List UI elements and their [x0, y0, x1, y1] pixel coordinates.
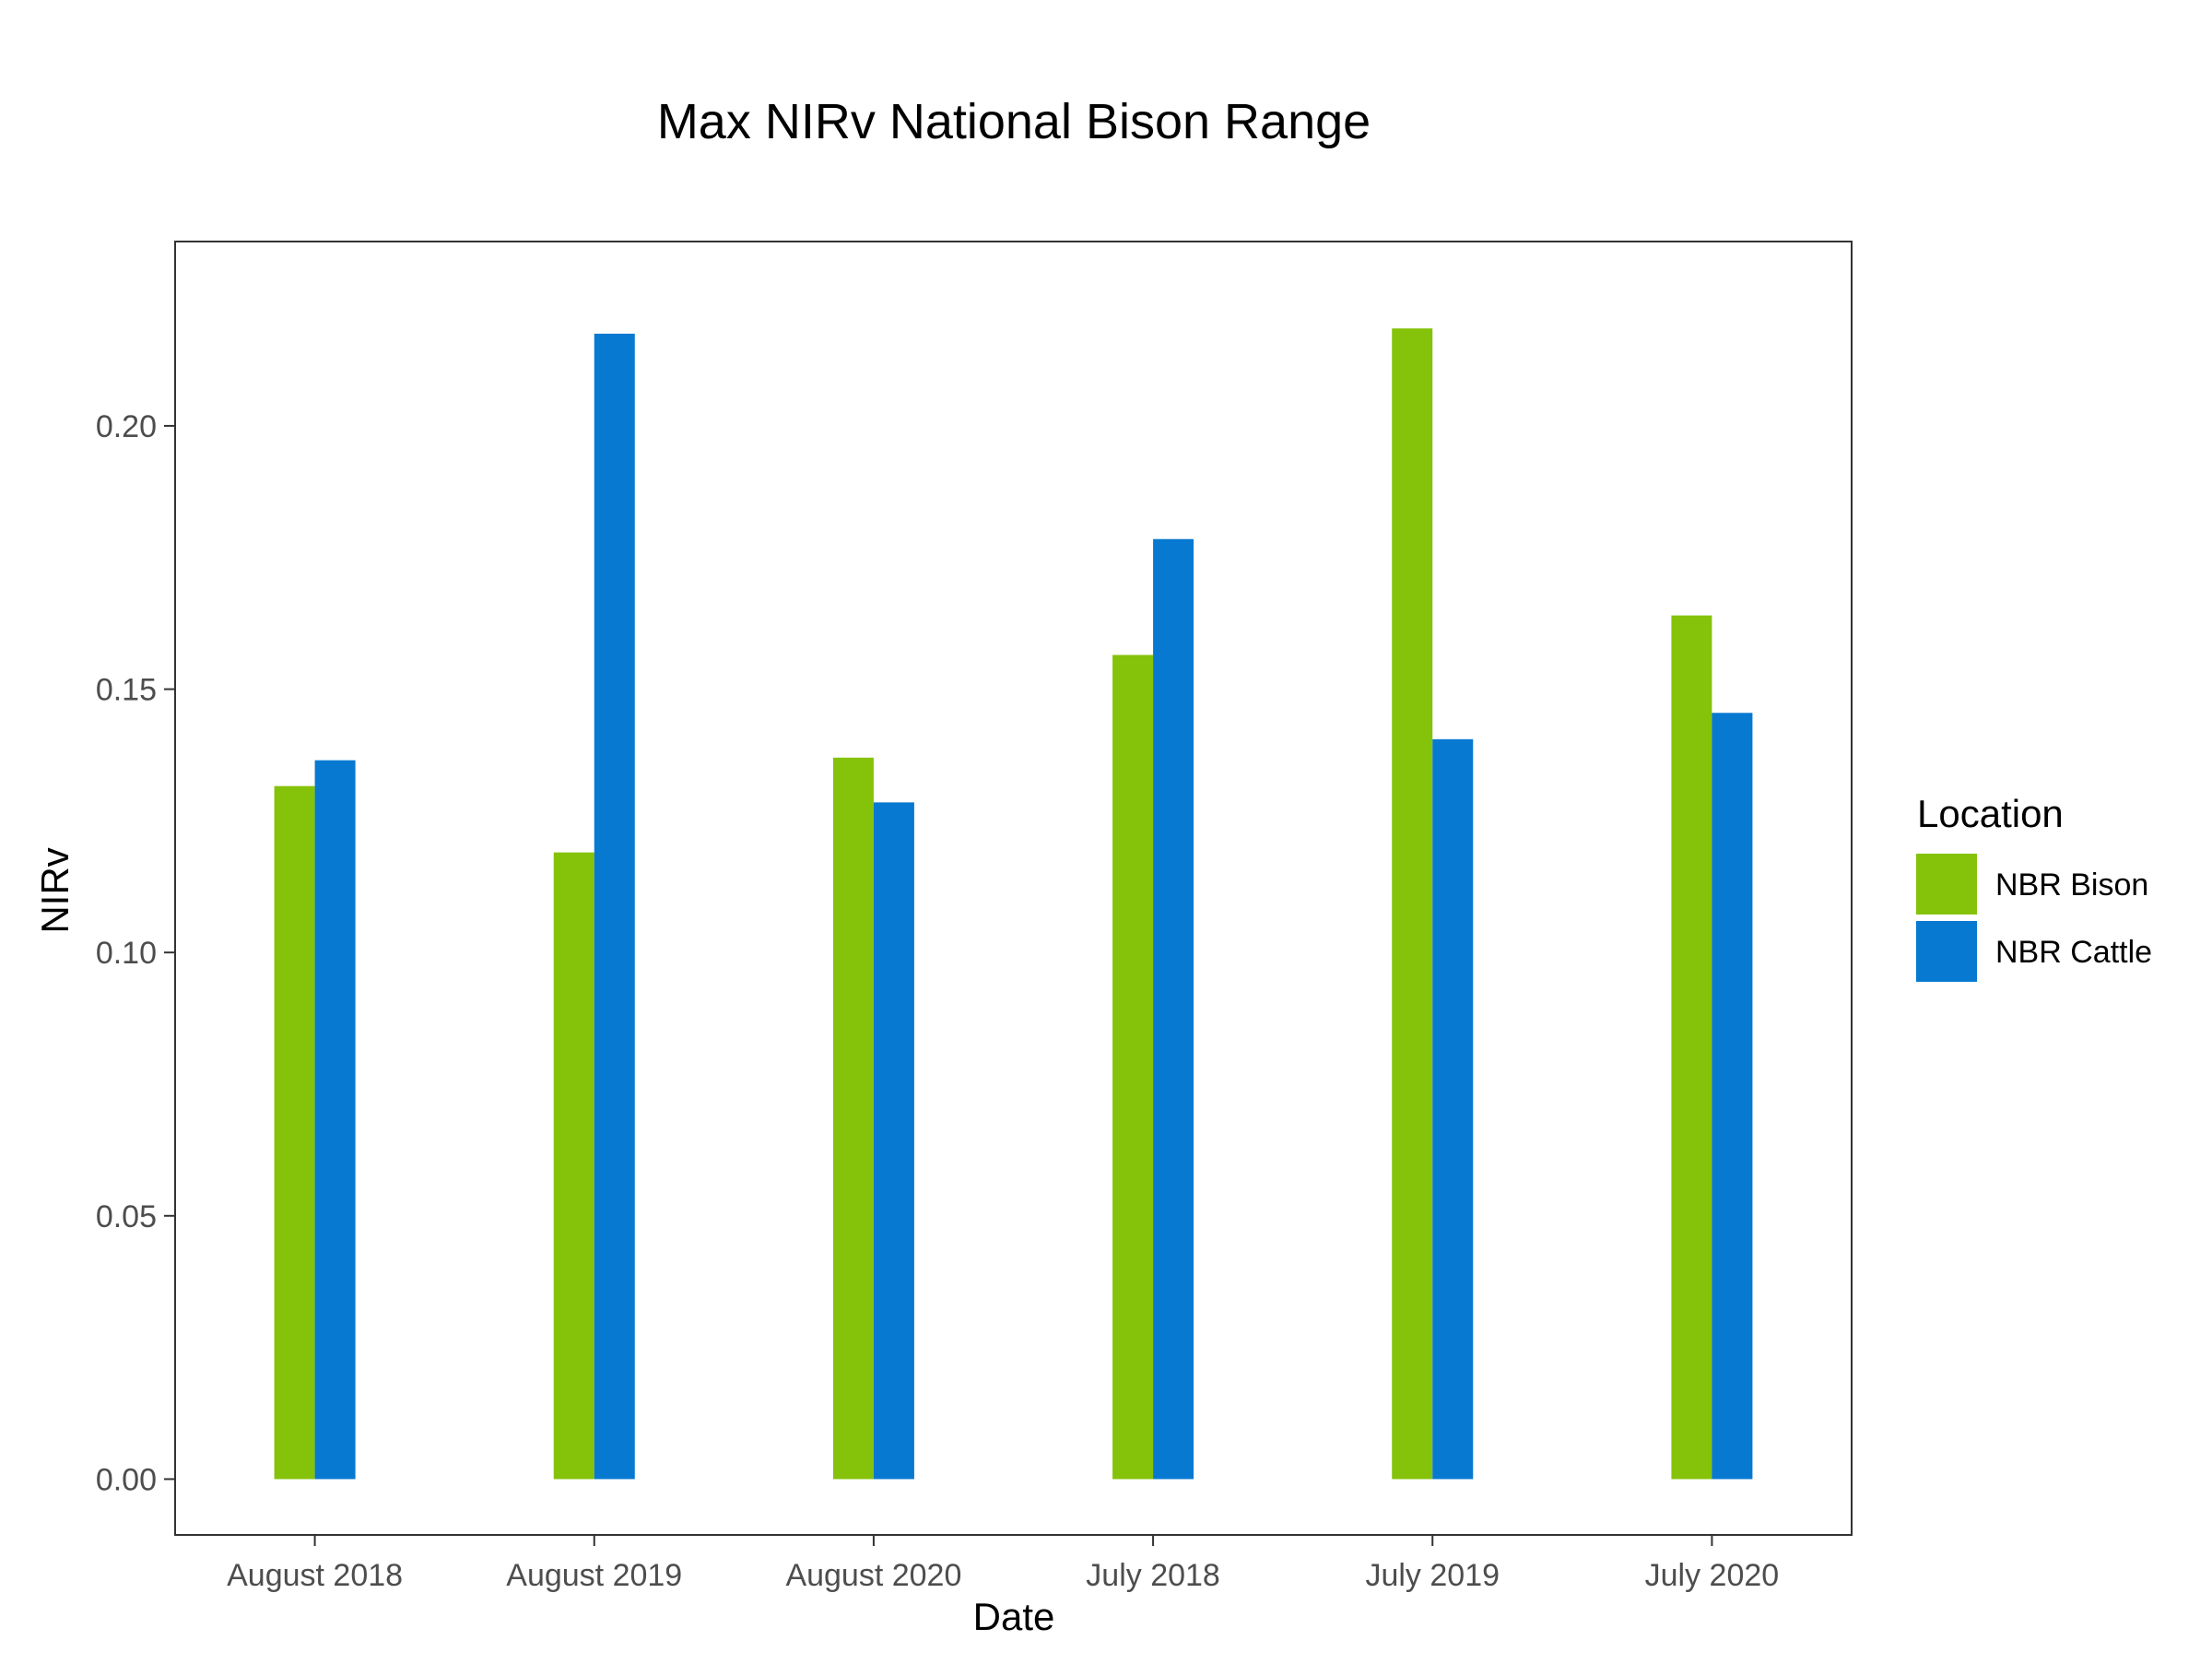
y-tick-label-0: 0.00 [96, 1462, 157, 1497]
bar-nbr-cattle-2 [873, 802, 914, 1480]
plot-area: 0.00 0.05 0.10 0.15 0.20 August 2018 August 20… [96, 241, 1853, 1593]
bar-nbr-bison-4 [1392, 328, 1433, 1480]
x-tick-label-2: August 2020 [785, 1558, 961, 1593]
y-tick-label-3: 0.15 [96, 673, 157, 708]
legend: Location NBR Bison NBR Cattle [1916, 792, 2152, 982]
legend-label-nbr-cattle: NBR Cattle [1995, 935, 2152, 970]
bar-nbr-bison-5 [1671, 615, 1712, 1480]
bar-nbr-cattle-5 [1712, 713, 1753, 1480]
bar-nbr-bison-1 [553, 852, 594, 1480]
x-tick-label-3: July 2018 [1086, 1558, 1220, 1593]
legend-key-nbr-cattle [1916, 921, 1977, 982]
x-axis-title: Date [973, 1595, 1055, 1638]
x-tick-label-5: July 2020 [1645, 1558, 1780, 1593]
x-tick-label-1: August 2019 [506, 1558, 682, 1593]
x-tick-label-4: July 2019 [1365, 1558, 1500, 1593]
legend-label-nbr-bison: NBR Bison [1995, 867, 2148, 903]
legend-title: Location [1917, 792, 2064, 835]
bar-nbr-bison-2 [832, 757, 874, 1480]
bar-nbr-cattle-0 [314, 760, 356, 1480]
bar-nbr-cattle-3 [1153, 538, 1194, 1480]
plot-panel-border [174, 241, 1853, 1536]
bar-nbr-cattle-1 [594, 333, 635, 1480]
bar-nbr-bison-0 [274, 785, 315, 1480]
y-tick-label-1: 0.05 [96, 1199, 157, 1234]
chart-title: Max NIRv National Bison Range [657, 94, 1371, 149]
legend-key-nbr-bison [1916, 854, 1977, 915]
y-tick-label-2: 0.10 [96, 936, 157, 971]
bar-nbr-bison-3 [1112, 655, 1154, 1480]
y-tick-label-4: 0.20 [96, 409, 157, 444]
x-tick-label-0: August 2018 [227, 1558, 403, 1593]
y-axis-title: NIRv [33, 847, 76, 933]
bar-nbr-cattle-4 [1432, 738, 1474, 1480]
